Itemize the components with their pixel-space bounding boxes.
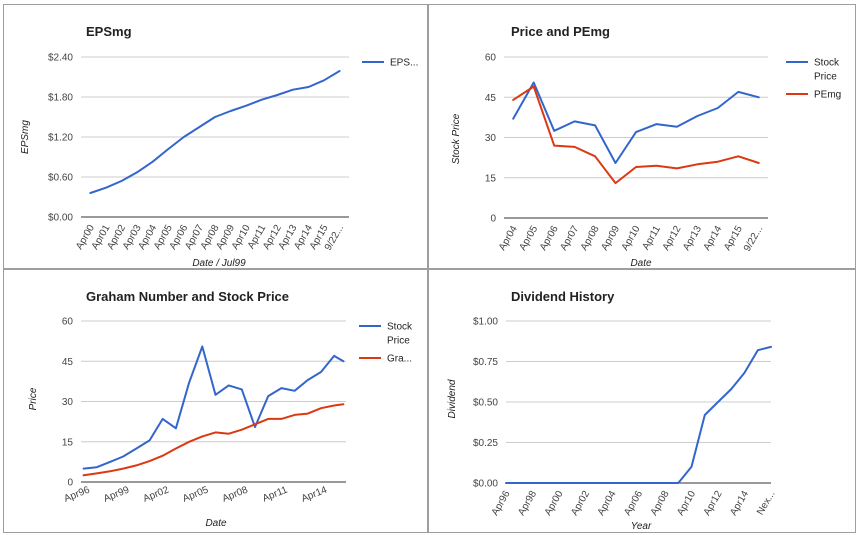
y-tick-label: 15 <box>62 437 74 448</box>
y-tick-label: 45 <box>62 357 74 368</box>
chart-title: Graham Number and Stock Price <box>86 289 289 304</box>
legend-label: Gra... <box>387 354 412 365</box>
x-axis-title: Date <box>205 518 227 529</box>
x-tick-label: Apr99 <box>102 484 131 504</box>
x-tick-label: Apr96 <box>490 489 513 518</box>
x-axis-title: Year <box>631 521 652 532</box>
x-tick-label: Apr02 <box>569 489 592 518</box>
legend-label: Price <box>814 72 837 83</box>
y-axis-title: Stock Price <box>451 113 462 164</box>
x-tick-label: Apr14 <box>300 484 329 504</box>
y-tick-label: $0.00 <box>48 213 73 224</box>
y-axis-title: Price <box>28 387 39 410</box>
eps-chart: EPSmg Date / Jul99 EPSmg $0.00 $0.60 $1.20… <box>20 24 418 269</box>
series-line-gra <box>82 403 345 477</box>
y-tick-label: $1.80 <box>48 93 73 104</box>
x-tick-label: Apr08 <box>649 489 672 518</box>
x-axis-title: Date / Jul99 <box>192 258 246 269</box>
x-tick-label: Apr06 <box>538 224 561 253</box>
eps-chart-panel: EPSmg Date / Jul99 EPSmg $0.00 $0.60 $1.20… <box>3 4 428 269</box>
series-line-stock-price <box>512 81 760 164</box>
x-tick-label: Apr12 <box>661 224 684 253</box>
y-axis-title: EPSmg <box>20 120 31 154</box>
x-tick-label: Apr07 <box>558 224 581 253</box>
y-tick-label: 0 <box>490 214 496 225</box>
x-tick-label: Apr14 <box>728 489 751 518</box>
x-tick-label: Apr02 <box>142 484 171 504</box>
x-tick-label: Apr98 <box>516 489 539 518</box>
x-tick-label: Apr04 <box>497 224 520 253</box>
chart-title: Price and PEmg <box>511 24 610 39</box>
x-tick-label: Apr11 <box>261 484 290 504</box>
y-tick-label: $1.20 <box>48 133 73 144</box>
x-tick-label: Apr05 <box>181 484 210 504</box>
x-tick-label: Apr09 <box>599 224 622 253</box>
price-pe-chart-panel: Price and PEmg Date Stock Price 0 15 30 45 6… <box>428 4 856 269</box>
series-line-dividend <box>505 345 772 484</box>
legend-label: Stock <box>387 322 413 333</box>
series-line-eps <box>89 70 341 194</box>
series-line-pemg <box>512 85 760 185</box>
x-tick-label: Apr00 <box>543 489 566 518</box>
graham-chart: Graham Number and Stock Price Date Price… <box>28 289 413 529</box>
y-tick-label: 60 <box>62 317 74 328</box>
y-tick-label: 0 <box>67 478 73 489</box>
dividend-chart: Dividend History Year Dividend $0.00 $0.2… <box>447 289 778 532</box>
series-line-stock-price <box>82 345 345 470</box>
y-tick-label: $0.50 <box>473 398 498 409</box>
x-tick-label: Apr10 <box>675 489 698 518</box>
price-pe-chart: Price and PEmg Date Stock Price 0 15 30 45 6… <box>451 24 841 269</box>
x-tick-label: Apr04 <box>596 489 619 518</box>
x-tick-label: Apr08 <box>579 224 602 253</box>
y-tick-label: $0.25 <box>473 438 498 449</box>
legend-label: Stock <box>814 58 840 69</box>
y-tick-label: $0.60 <box>48 173 73 184</box>
graham-chart-panel: Graham Number and Stock Price Date Price… <box>3 269 428 533</box>
x-tick-label: Apr12 <box>702 489 725 518</box>
x-tick-label: Apr08 <box>221 484 250 504</box>
x-tick-label: 9/22... <box>742 224 765 254</box>
y-tick-label: 15 <box>485 173 497 184</box>
x-axis-title: Date <box>630 258 652 269</box>
legend-label: Price <box>387 336 410 347</box>
legend-label: EPS... <box>390 58 418 69</box>
y-tick-label: $0.00 <box>473 479 498 490</box>
x-tick-label: Apr10 <box>620 224 643 253</box>
y-axis-title: Dividend <box>447 379 458 418</box>
x-tick-label: Apr06 <box>622 489 645 518</box>
x-tick-label: Nex... <box>755 489 778 517</box>
chart-title: EPSmg <box>86 24 132 39</box>
dividend-chart-panel: Dividend History Year Dividend $0.00 $0.2… <box>428 269 856 533</box>
y-tick-label: $1.00 <box>473 317 498 328</box>
x-tick-label: Apr13 <box>681 224 704 253</box>
y-tick-label: $2.40 <box>48 53 73 64</box>
x-tick-label: Apr05 <box>517 224 540 253</box>
y-tick-label: 30 <box>485 133 497 144</box>
legend-label: PEmg <box>814 90 841 101</box>
x-tick-label: Apr14 <box>702 224 725 253</box>
chart-title: Dividend History <box>511 289 615 304</box>
y-tick-label: $0.75 <box>473 357 498 368</box>
y-tick-label: 30 <box>62 397 74 408</box>
y-tick-label: 60 <box>485 53 497 64</box>
y-tick-label: 45 <box>485 93 497 104</box>
